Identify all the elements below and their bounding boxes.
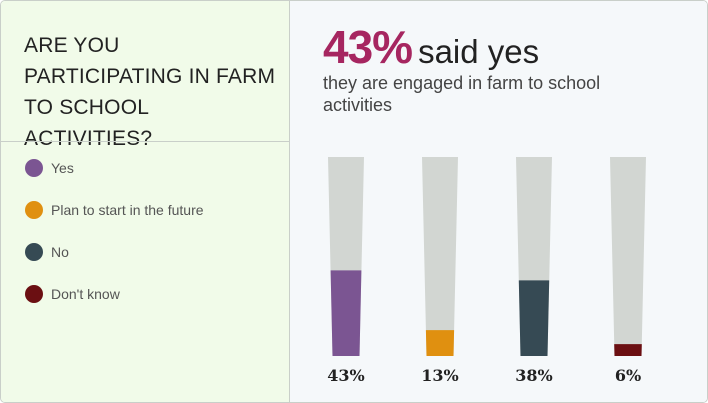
headline-subtitle: they are engaged in farm to school activ… <box>323 73 601 115</box>
legend-item-no: No <box>25 243 204 285</box>
results-panel: 43% said yes they are engaged in farm to … <box>290 1 707 402</box>
bar-value-label-yes: 43% <box>327 366 364 385</box>
question-panel: ARE YOU PARTICIPATING IN FARM TO SCHOOL … <box>1 1 290 402</box>
bar-dont-know <box>614 344 642 356</box>
legend-swatch-plan <box>25 201 43 219</box>
bar-yes <box>330 270 362 356</box>
legend-item-plan: Plan to start in the future <box>25 201 204 243</box>
legend-label-plan: Plan to start in the future <box>51 202 204 218</box>
legend-swatch-no <box>25 243 43 261</box>
headline-percent: 43% <box>323 21 413 73</box>
headline-text: said yes <box>418 33 540 70</box>
bar-value-label-dont-know: 6% <box>615 366 641 385</box>
bar-track-dont-know <box>610 157 646 356</box>
legend-label-no: No <box>51 244 69 260</box>
bar-track-plan <box>422 157 458 356</box>
legend-swatch-dont-know <box>25 285 43 303</box>
legend: Yes Plan to start in the future No Don't… <box>25 159 204 327</box>
bar-value-label-no: 38% <box>515 366 552 385</box>
legend-item-dont-know: Don't know <box>25 285 204 327</box>
legend-label-yes: Yes <box>51 160 74 176</box>
bar-no <box>518 280 550 356</box>
headline: 43% said yes <box>323 23 539 83</box>
bar-chart: 43% 13% 38% 6% <box>327 157 646 385</box>
panel-divider <box>1 141 289 142</box>
legend-item-yes: Yes <box>25 159 204 201</box>
bar-value-label-plan: 13% <box>421 366 458 385</box>
bar-plan <box>425 330 455 356</box>
question-title: ARE YOU PARTICIPATING IN FARM TO SCHOOL … <box>24 34 276 150</box>
legend-label-dont-know: Don't know <box>51 286 120 302</box>
legend-swatch-yes <box>25 159 43 177</box>
